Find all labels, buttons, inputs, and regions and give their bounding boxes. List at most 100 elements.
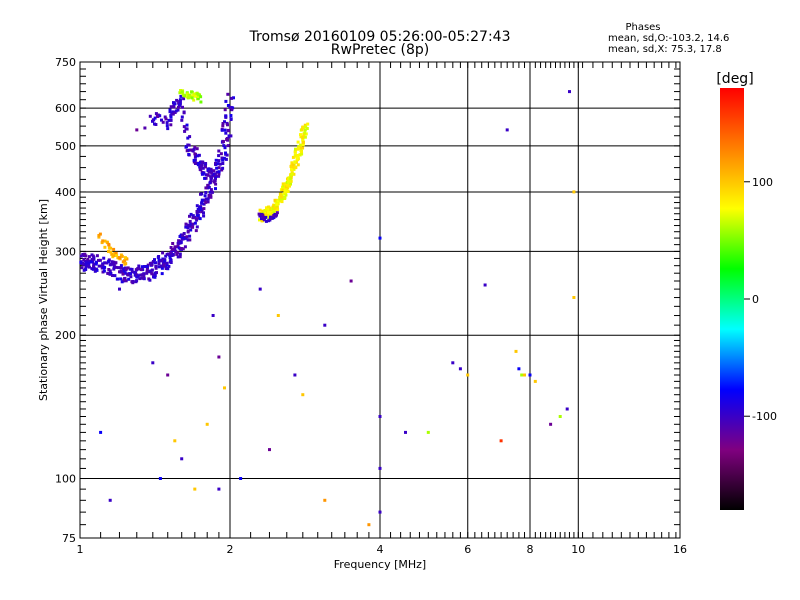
trace-point [204, 186, 208, 190]
trace-point [288, 177, 292, 181]
trace-point [217, 154, 221, 158]
scatter-point [514, 349, 518, 353]
scatter-point [135, 128, 139, 132]
trace-point [183, 245, 187, 249]
trace-point [166, 267, 170, 271]
scatter-point [517, 367, 521, 371]
trace-point [95, 254, 99, 258]
scatter-point [99, 430, 103, 434]
trace-point [215, 170, 219, 174]
trace-point [159, 259, 162, 263]
trace-point [299, 143, 303, 147]
trace-point [224, 151, 227, 155]
trace-point [84, 254, 88, 258]
trace-point [169, 114, 173, 118]
trace-point [179, 94, 183, 98]
trace-point [273, 206, 277, 210]
colorbar-ticks: 100 0 -100 [744, 176, 777, 423]
trace-point [210, 171, 214, 175]
trace-point [214, 182, 218, 186]
trace-point [110, 252, 114, 256]
trace-point [198, 167, 202, 171]
scatter-point [367, 523, 371, 527]
trace-point [220, 156, 224, 160]
trace-point [103, 245, 107, 249]
trace-point [174, 109, 178, 113]
trace-point [107, 242, 111, 246]
trace-point [225, 138, 229, 141]
trace-point [258, 208, 262, 212]
trace-point [280, 200, 284, 204]
scatter-point [217, 355, 221, 359]
scatter-point [558, 415, 562, 418]
trace-point [214, 187, 217, 191]
trace-point [155, 115, 159, 118]
trace-point [191, 214, 195, 218]
trace-point [201, 166, 205, 170]
trace-point [304, 132, 308, 136]
trace-point [226, 123, 229, 127]
trace-point [136, 274, 140, 278]
axis-ticks [80, 62, 680, 538]
trace-point [179, 89, 183, 92]
trace-point [294, 166, 298, 170]
trace-point [150, 263, 154, 267]
trace-point [165, 121, 169, 125]
trace-point [220, 168, 224, 172]
trace-point [192, 147, 196, 151]
x-tick-label: 6 [464, 543, 471, 556]
trace-point [153, 116, 157, 120]
trace-point [293, 150, 297, 154]
trace-point [200, 192, 204, 196]
y-tick-label: 300 [55, 245, 76, 258]
trace-point [265, 207, 269, 211]
trace-point [169, 246, 173, 249]
scatter-point [180, 457, 184, 461]
trace-point [198, 165, 202, 169]
trace-point [209, 188, 213, 192]
trace-point [87, 255, 91, 259]
trace-point [203, 194, 207, 198]
trace-point [301, 140, 305, 144]
trace-point [181, 93, 185, 97]
scatter-point [217, 487, 221, 491]
trace-point [188, 135, 192, 139]
trace-point [173, 245, 177, 249]
trace-point [102, 269, 106, 273]
trace-point [113, 274, 117, 278]
trace-point [100, 264, 104, 268]
trace-point [169, 115, 173, 119]
trace-point [195, 204, 199, 208]
trace-point [192, 92, 196, 96]
trace-point [185, 149, 189, 153]
trace-point [135, 268, 139, 272]
trace-point [110, 260, 114, 264]
trace-point [191, 222, 195, 226]
trace-point [153, 271, 157, 275]
trace-point [160, 266, 164, 270]
trace-point [114, 265, 118, 269]
trace-point [134, 271, 138, 275]
trace-point [105, 261, 109, 265]
trace-point [162, 263, 166, 267]
trace-point [184, 236, 188, 240]
trace-point [291, 163, 295, 167]
trace-point [97, 264, 101, 268]
trace-point [169, 118, 173, 122]
trace-point [221, 122, 225, 125]
trace-point [202, 202, 206, 206]
trace-point [196, 96, 200, 100]
trace-point [153, 261, 157, 265]
trace-point [272, 210, 276, 214]
y-tick-label: 75 [62, 532, 76, 545]
scatter-point [166, 373, 170, 377]
trace-point [281, 188, 285, 192]
trace-point [188, 220, 192, 223]
trace-point [190, 90, 194, 94]
trace-point [230, 96, 234, 100]
trace-point [171, 242, 175, 245]
trace-point [154, 266, 158, 270]
trace-point [215, 166, 219, 170]
chart-title: Tromsø 20160109 05:26:00-05:27:43 [249, 29, 511, 45]
trace-point [109, 272, 113, 275]
